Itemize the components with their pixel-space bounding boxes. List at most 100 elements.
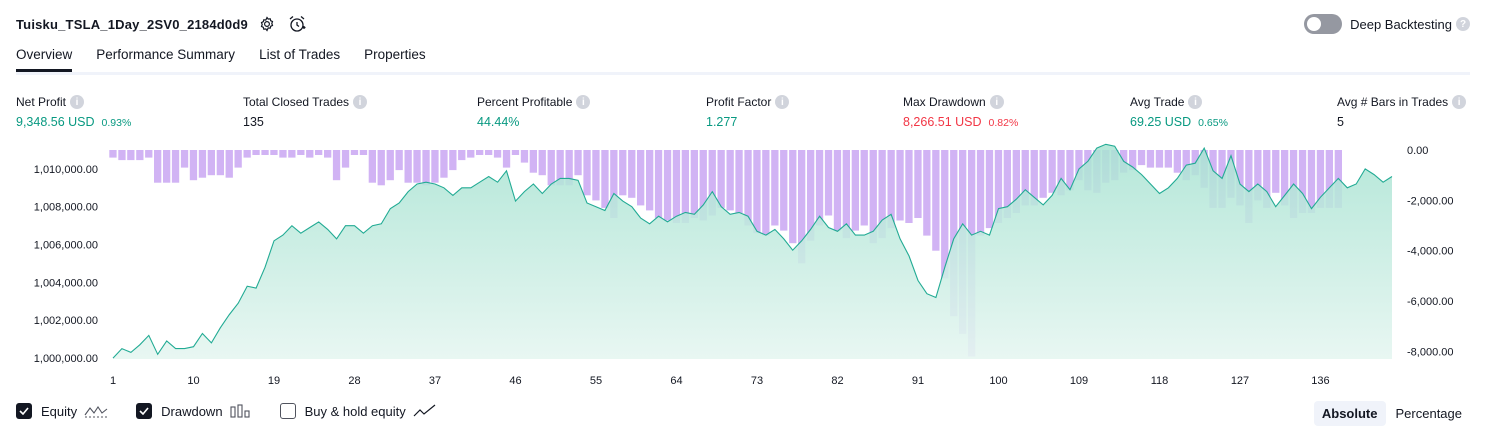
x-axis-tick-label: 10: [187, 375, 199, 387]
drawdown-bar: [985, 150, 994, 229]
drawdown-bar: [646, 150, 654, 211]
display-mode-switch: Absolute Percentage: [1312, 401, 1470, 426]
drawdown-bar: [1155, 150, 1164, 168]
drawdown-bar: [637, 150, 645, 206]
tab-list-of-trades[interactable]: List of Trades: [259, 47, 341, 62]
drawdown-bar: [798, 150, 806, 264]
drawdown-bar: [914, 150, 922, 218]
drawdown-bar: [789, 150, 797, 244]
deep-backtesting-label: Deep Backtesting: [1350, 16, 1452, 32]
drawdown-bar: [180, 150, 189, 168]
info-icon[interactable]: i: [70, 95, 85, 109]
drawdown-bar: [1129, 150, 1137, 171]
drawdown-bar: [663, 150, 672, 221]
drawdown-bar: [574, 150, 582, 176]
tab-overview[interactable]: Overview: [16, 46, 73, 72]
drawdown-bar: [368, 150, 376, 183]
percentage-button[interactable]: Percentage: [1395, 406, 1463, 421]
legend-equity[interactable]: Equity: [16, 403, 108, 419]
metric-label: Total Closed Trades: [243, 95, 350, 109]
drawdown-bar: [601, 150, 609, 208]
metric-label: Net Profit: [16, 95, 67, 109]
drawdown-bar: [1307, 150, 1316, 213]
drawdown-bar: [923, 150, 931, 236]
legend-label: Equity: [41, 403, 78, 419]
metric-value: 1.277: [706, 115, 738, 129]
tab-properties[interactable]: Properties: [364, 47, 426, 62]
drawdown-bar: [1272, 150, 1280, 193]
drawdown-bar: [127, 150, 135, 161]
drawdown-bar: [431, 150, 439, 183]
drawdown-bar: [171, 150, 180, 183]
equity-area: [113, 144, 1392, 359]
toggle-knob: [1307, 17, 1322, 31]
drawdown-bar: [1066, 150, 1074, 191]
drawdown-bar: [878, 150, 886, 239]
metric-label: Avg Trade: [1130, 95, 1185, 109]
legend-buy-hold-equity[interactable]: Buy & hold equity: [279, 403, 437, 419]
drawdown-bar: [288, 150, 296, 158]
tab-performance-summary[interactable]: Performance Summary: [96, 47, 236, 62]
equity-checkbox[interactable]: [16, 403, 32, 419]
drawdown-bar: [780, 150, 788, 231]
drawdown-bar: [1039, 150, 1047, 198]
x-axis-tick-label: 100: [989, 375, 1007, 387]
metric-percent: 0.65%: [1198, 117, 1228, 129]
drawdown-bar: [440, 150, 448, 178]
drawdown-bar: [377, 150, 385, 186]
drawdown-bar: [708, 150, 716, 216]
info-icon[interactable]: i: [353, 95, 368, 109]
equity-drawdown-chart[interactable]: 1,010,000.00 1,008,000.00 1,006,000.00 1,00…: [0, 140, 1486, 400]
right-axis-tick-label: -4,000.00: [1407, 246, 1453, 258]
drawdown-bar: [225, 150, 233, 178]
absolute-button[interactable]: Absolute: [1313, 401, 1386, 426]
metric-profit-factor: Profit Factor i 1.277: [706, 94, 790, 129]
drawdown-bar: [592, 150, 600, 201]
metric-label: Avg # Bars in Trades: [1337, 95, 1449, 109]
left-axis-tick-label: 1,000,000.00: [34, 353, 98, 365]
info-icon[interactable]: i: [989, 95, 1004, 109]
drawdown-bar: [404, 150, 412, 183]
deep-backtesting-toggle[interactable]: [1304, 14, 1343, 34]
drawdown-bar: [824, 150, 833, 216]
drawdown-bar: [941, 150, 949, 279]
drawdown-bar: [529, 150, 537, 173]
gear-icon[interactable]: [256, 13, 278, 35]
legend-drawdown[interactable]: Drawdown: [136, 403, 251, 419]
info-icon[interactable]: i: [1188, 95, 1203, 109]
buy-hold-checkbox[interactable]: [279, 403, 296, 419]
drawdown-bar: [1137, 150, 1146, 166]
info-icon[interactable]: i: [576, 95, 591, 109]
drawdown-bar: [502, 150, 511, 168]
info-icon[interactable]: i: [1452, 95, 1467, 109]
drawdown-bar: [1048, 150, 1056, 193]
info-icon[interactable]: i: [775, 95, 790, 109]
x-axis-tick-label: 82: [831, 375, 843, 387]
drawdown-bar: [1298, 150, 1307, 213]
right-axis-tick-label: 0.00: [1407, 145, 1428, 157]
left-axis-tick-label: 1,010,000.00: [34, 164, 98, 176]
drawdown-bar: [1325, 150, 1333, 208]
equity-line: [112, 143, 1393, 359]
drawdown-bar: [896, 150, 904, 221]
drawdown-bar: [994, 150, 1003, 223]
drawdown-bar: [332, 150, 341, 181]
drawdown-bar: [252, 150, 260, 155]
drawdown-checkbox[interactable]: [136, 403, 153, 419]
x-axis-tick-label: 118: [1151, 375, 1169, 387]
drawdown-bar: [869, 150, 877, 244]
metric-value: 9,348.56 USD: [16, 115, 95, 129]
drawdown-bar: [744, 150, 752, 226]
alarm-plus-icon[interactable]: [286, 13, 308, 35]
drawdown-bar: [905, 150, 913, 223]
drawdown-bar: [1003, 150, 1011, 218]
drawdown-bar: [234, 150, 242, 168]
drawdown-bar: [413, 150, 421, 183]
metric-percent: 0.82%: [988, 117, 1019, 129]
tab-bar: Overview Performance Summary List of Tra…: [16, 46, 450, 72]
drawdown-bar: [324, 150, 332, 158]
drawdown-bar: [726, 150, 734, 211]
drawdown-bar: [270, 150, 278, 155]
help-icon[interactable]: ?: [1456, 17, 1470, 31]
drawdown-bar: [154, 150, 162, 183]
